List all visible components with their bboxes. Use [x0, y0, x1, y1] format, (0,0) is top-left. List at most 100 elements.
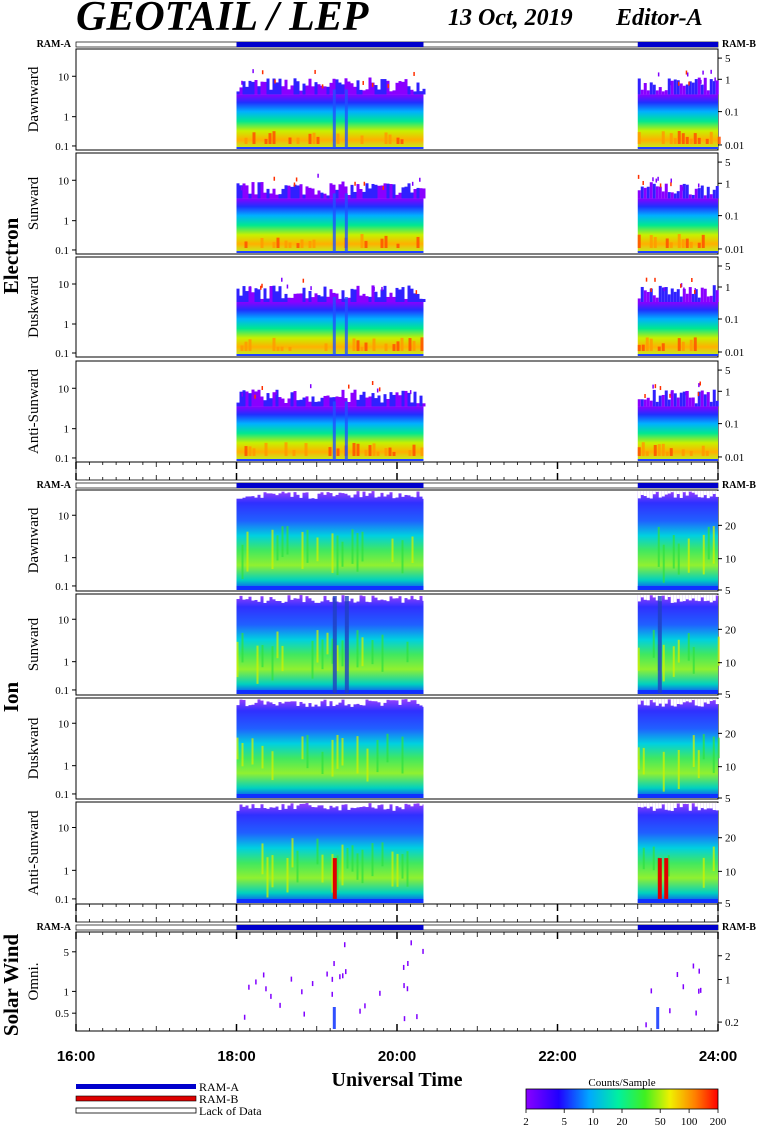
status-left-label: RAM-A [37, 922, 72, 933]
left-tick-label: 1 [64, 761, 70, 773]
panel-frame [75, 931, 719, 1032]
solar-wind-point [407, 960, 409, 966]
left-tick-label: 1 [64, 112, 70, 124]
legend-lack-swatch [75, 1107, 197, 1114]
solar-wind-point [303, 1011, 305, 1017]
legend-ram-b-label: RAM-B [199, 1092, 238, 1106]
colorbar-gradient [525, 1088, 719, 1110]
x-tick-labels: 16:00 18:00 20:00 22:00 24:00 [57, 1048, 737, 1065]
left-tick-label: 0.1 [55, 348, 69, 360]
colorbar: Counts/Sample 2 5 10 20 50 100 200 [523, 1077, 727, 1128]
group-label-1: Ion [0, 682, 23, 713]
x-tick-label: 20:00 [378, 1048, 416, 1065]
colorbar-tick-label: 5 [561, 1116, 567, 1128]
right-tick-label: 0.1 [725, 211, 739, 223]
colorbar-tick-label: 100 [681, 1116, 698, 1128]
solar-wind-point [695, 1010, 697, 1016]
left-tick-label: 1 [64, 319, 70, 331]
solar-wind-point [676, 972, 679, 978]
left-tick-label: 10 [58, 510, 70, 522]
right-tick-label: 10 [725, 658, 737, 670]
colorbar-tick-label: 200 [710, 1116, 727, 1128]
left-tick-label: 0.1 [55, 453, 69, 465]
solar-wind-point [359, 1008, 361, 1014]
solar-wind-point [402, 964, 405, 970]
status-left-label: RAM-A [37, 39, 72, 50]
electron-spectrum-band [236, 94, 424, 148]
legend-ram-a-swatch [76, 1084, 196, 1089]
ion-panel-dawnward: 10 1 0.1 20 10 5 Dawnward [26, 489, 737, 597]
x-tick-label: 18:00 [217, 1048, 255, 1065]
solar-wind-point [422, 948, 424, 954]
right-tick-label: 2 [725, 951, 731, 963]
electron-spectrum-band [236, 302, 424, 355]
panel-label: Omni. [26, 963, 42, 1001]
colorbar-tick-label: 2 [523, 1116, 529, 1128]
status-right-label: RAM-B [722, 922, 756, 933]
left-tick-label: 0.1 [55, 789, 69, 801]
ion-spectrum-band [637, 491, 718, 590]
figure-editor: Editor-A [615, 5, 703, 31]
figure-date: 13 Oct, 2019 [448, 5, 573, 31]
solar-wind-point [341, 973, 344, 979]
left-tick-label: 10 [58, 383, 70, 395]
right-tick-label: 0.1 [725, 314, 739, 326]
solar-wind-point [311, 981, 314, 987]
legend-ram-b-swatch [75, 1095, 197, 1102]
solar-wind-point [698, 968, 700, 974]
right-tick-label: 5 [725, 898, 731, 910]
left-tick-label: 1 [64, 986, 70, 998]
right-tick-label: 0.2 [725, 1017, 739, 1029]
status-segment-0 [236, 925, 424, 930]
left-tick-label: 0.1 [55, 141, 69, 153]
right-tick-label: 1 [725, 282, 731, 294]
solar-wind-point [339, 974, 341, 980]
status-left-label: RAM-A [37, 480, 72, 491]
solar-wind-point [243, 1014, 246, 1020]
solar-wind-point [331, 976, 334, 982]
solar-wind-point [682, 984, 685, 990]
left-tick-label: 1 [64, 553, 70, 565]
solar-wind-panel-omni: 5 1 0.5 2 1 0.2 Omni. [26, 931, 739, 1032]
right-tick-label: 5 [725, 793, 731, 805]
left-tick-label: 10 [58, 279, 70, 291]
left-tick-label: 5 [64, 947, 70, 959]
right-tick-label: 0.01 [725, 140, 744, 152]
panel-label: Anti-Sunward [26, 810, 42, 895]
left-tick-label: 1 [64, 424, 70, 436]
mode-legend: RAM-A RAM-B Lack of Data [75, 1080, 262, 1118]
x-tick-label: 24:00 [699, 1048, 737, 1065]
group-label-2: Solar Wind [0, 934, 23, 1036]
solar-wind-point [403, 983, 405, 989]
solar-wind-point [410, 940, 412, 946]
ion-spectrum-band [236, 595, 424, 694]
status-segment-1 [637, 42, 718, 47]
solar-wind-point [406, 986, 409, 992]
electron-panel-dawnward: 10 1 0.1 5 1 0.1 0.01 Dawnward [26, 48, 744, 153]
status-bars: RAM-A RAM-B RAM-A RAM-B RAM-A RAM-B [37, 39, 757, 933]
status-segment-0 [236, 483, 424, 488]
solar-wind-point [403, 1016, 406, 1022]
left-tick-label: 10 [58, 823, 70, 835]
solar-wind-point [645, 1022, 647, 1028]
right-tick-label: 0.01 [725, 347, 744, 359]
right-tick-label: 5 [725, 585, 731, 597]
solar-wind-point [326, 971, 328, 977]
solar-wind-point [343, 942, 346, 948]
colorbar-tick-label: 10 [588, 1116, 600, 1128]
legend-ram-a-label: RAM-A [199, 1080, 239, 1094]
solar-wind-point [364, 1003, 366, 1009]
ion-spectrum-band [236, 803, 424, 903]
figure-title: GEOTAIL / LEP [76, 0, 369, 40]
panel-label: Sunward [26, 617, 42, 671]
colorbar-tick-label: 50 [655, 1116, 667, 1128]
solar-wind-point [699, 987, 702, 993]
group-labels: Electron Ion Solar Wind [0, 217, 23, 1036]
right-tick-label: 20 [725, 520, 737, 532]
right-tick-label: 1 [725, 178, 731, 190]
solar-wind-point [331, 991, 333, 997]
left-tick-label: 0.1 [55, 245, 69, 257]
left-tick-label: 1 [64, 657, 70, 669]
solar-wind-point [279, 1002, 281, 1008]
